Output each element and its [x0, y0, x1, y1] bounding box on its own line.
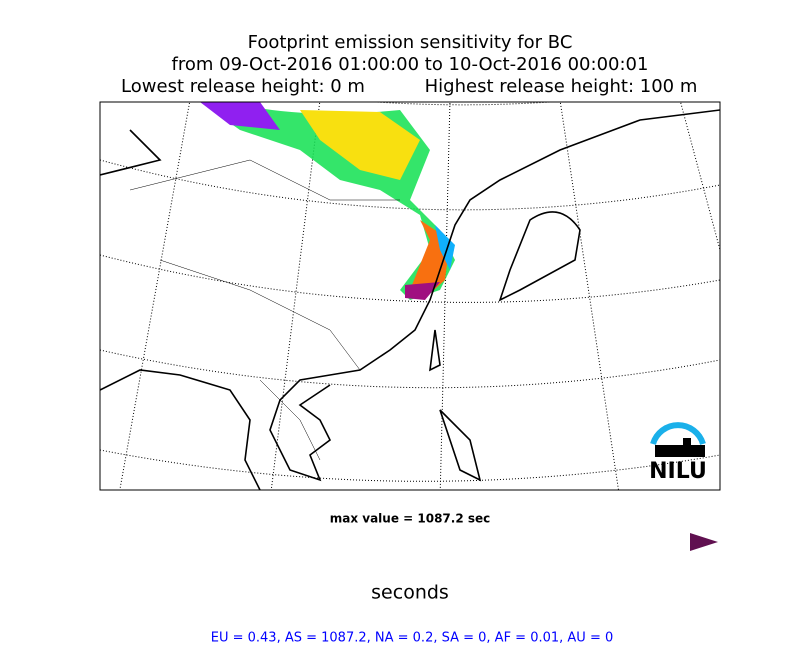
map-frame — [99, 101, 721, 491]
logo-text: NILU — [649, 459, 707, 484]
subtitle: from 09-Oct-2016 01:00:00 to 10-Oct-2016… — [172, 54, 649, 75]
release-low: Lowest release height: 0 m — [121, 76, 365, 97]
max-value: max value = 1087.2 sec — [330, 512, 491, 526]
logo: NILU — [649, 422, 707, 484]
colorbar-label: seconds — [371, 582, 449, 604]
release-high: Highest release height: 100 m — [425, 76, 698, 97]
colorbar-extend — [100, 533, 128, 551]
region-stats: EU = 0.43, AS = 1087.2, NA = 0.2, SA = 0… — [211, 631, 614, 646]
colorbar-extend — [690, 533, 718, 551]
map — [100, 102, 720, 490]
title: Footprint emission sensitivity for BC — [248, 32, 573, 53]
